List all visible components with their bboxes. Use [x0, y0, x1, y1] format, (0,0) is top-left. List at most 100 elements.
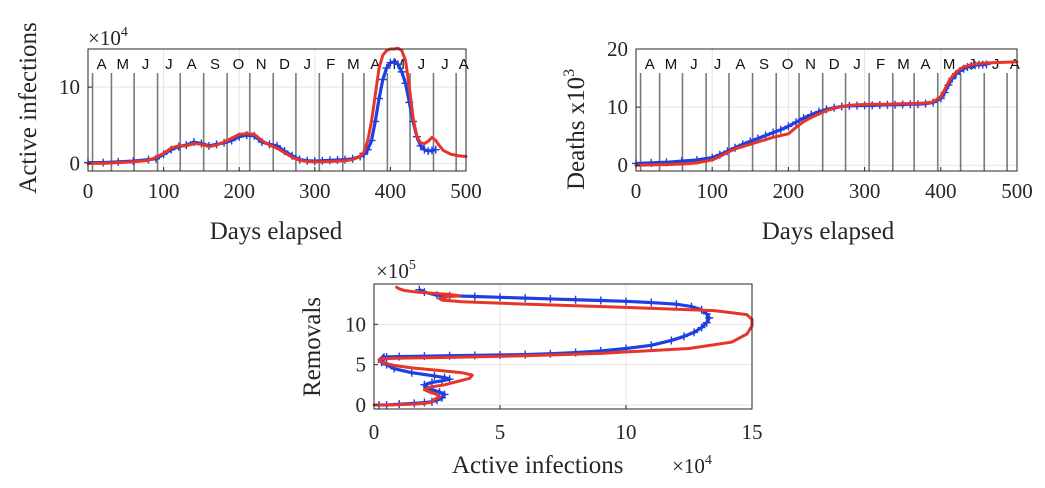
series-layer	[632, 60, 1019, 168]
month-label: A	[97, 56, 107, 73]
data-point	[378, 75, 387, 84]
month-label: A	[459, 56, 469, 73]
x-axis-label: Days elapsed	[762, 218, 895, 245]
month-label: J	[992, 56, 1000, 73]
month-label: J	[303, 56, 311, 73]
data-point	[445, 375, 454, 384]
y-axis-label: Active infections	[15, 22, 42, 193]
data-point	[690, 328, 699, 337]
tick-labels: 0 5 10 15 0 5 10	[345, 312, 763, 444]
month-label: F	[876, 56, 885, 73]
data-point	[769, 128, 778, 137]
data-point	[672, 300, 681, 309]
x-tick-label: 400	[375, 179, 407, 203]
x-tick-label: 5	[495, 420, 506, 444]
x-tick-label: 15	[742, 420, 763, 444]
x-tick-label: 0	[631, 179, 642, 203]
data-point	[521, 294, 530, 303]
data-point	[647, 298, 656, 307]
x-tick-label: 10	[616, 420, 637, 444]
series-layer	[84, 46, 468, 167]
data-point	[420, 145, 429, 154]
data-point	[431, 145, 440, 154]
month-label: J	[441, 56, 449, 73]
data-point	[596, 296, 605, 305]
series-model-line	[86, 46, 468, 165]
series-model-line	[372, 285, 754, 407]
data-point	[679, 332, 688, 341]
month-label: J	[853, 56, 861, 73]
data-point	[571, 295, 580, 304]
data-point	[697, 323, 706, 332]
data-point	[792, 118, 801, 127]
series-model-line	[634, 60, 1019, 167]
month-label: A	[735, 56, 745, 73]
data-point	[705, 313, 714, 322]
month-label: O	[782, 56, 794, 73]
x-tick-label: 100	[696, 179, 728, 203]
panel-removals: 0 5 10 15 0 5 10 ×105 Active infections ×104 R…	[299, 258, 763, 479]
y-multiplier: ×105	[376, 258, 416, 283]
y-tick-label: 10	[607, 95, 628, 119]
month-label: N	[805, 56, 816, 73]
x-tick-label: 400	[925, 179, 957, 203]
y-multiplier: ×104	[88, 25, 128, 50]
y-tick-label: 20	[607, 37, 628, 61]
y-tick-label: 5	[356, 353, 367, 377]
x-multiplier: ×104	[672, 453, 712, 478]
month-label: A	[921, 56, 931, 73]
x-axis-label: Active infections	[452, 452, 623, 479]
month-label: J	[142, 56, 150, 73]
y-axis-label: Deaths x103	[561, 69, 590, 190]
month-label: F	[326, 56, 335, 73]
data-point	[702, 318, 711, 327]
y-tick-label: 10	[345, 312, 366, 336]
x-tick-label: 100	[148, 179, 180, 203]
data-point	[546, 294, 555, 303]
data-point	[440, 373, 449, 382]
x-axis-label: Days elapsed	[210, 218, 343, 245]
data-point	[427, 146, 436, 155]
data-point	[435, 388, 444, 397]
data-point	[496, 293, 504, 302]
month-label: A	[370, 56, 380, 73]
y-tick-label: 0	[356, 393, 367, 417]
y-tick-label: 0	[70, 151, 81, 175]
data-point	[375, 94, 384, 103]
data-point	[407, 368, 416, 377]
y-axis-label: Removals	[299, 297, 326, 397]
data-point	[430, 371, 439, 380]
month-label: J	[714, 56, 722, 73]
data-point	[647, 341, 656, 350]
tick-labels: 0 100 200 300 400 500 0 10 20	[607, 37, 1033, 203]
month-label: M	[897, 56, 910, 73]
month-label: J	[418, 56, 426, 73]
month-label: M	[665, 56, 678, 73]
month-label: D	[829, 56, 840, 73]
x-tick-label: 200	[223, 179, 255, 203]
month-label: A	[187, 56, 197, 73]
data-point	[393, 60, 402, 69]
data-point	[397, 67, 406, 76]
x-tick-label: 200	[773, 179, 805, 203]
data-point	[784, 122, 793, 131]
x-tick-label: 0	[369, 420, 380, 444]
data-point	[386, 58, 395, 67]
data-point	[424, 147, 433, 156]
data-point	[622, 297, 630, 306]
series-layer	[372, 285, 754, 409]
month-label: A	[645, 56, 655, 73]
month-label: S	[759, 56, 769, 73]
data-point	[470, 292, 479, 301]
data-point	[440, 390, 449, 399]
x-tick-label: 300	[849, 179, 881, 203]
month-label: M	[943, 56, 956, 73]
month-label: D	[279, 56, 290, 73]
x-tick-label: 500	[1001, 179, 1033, 203]
data-point	[382, 64, 391, 73]
